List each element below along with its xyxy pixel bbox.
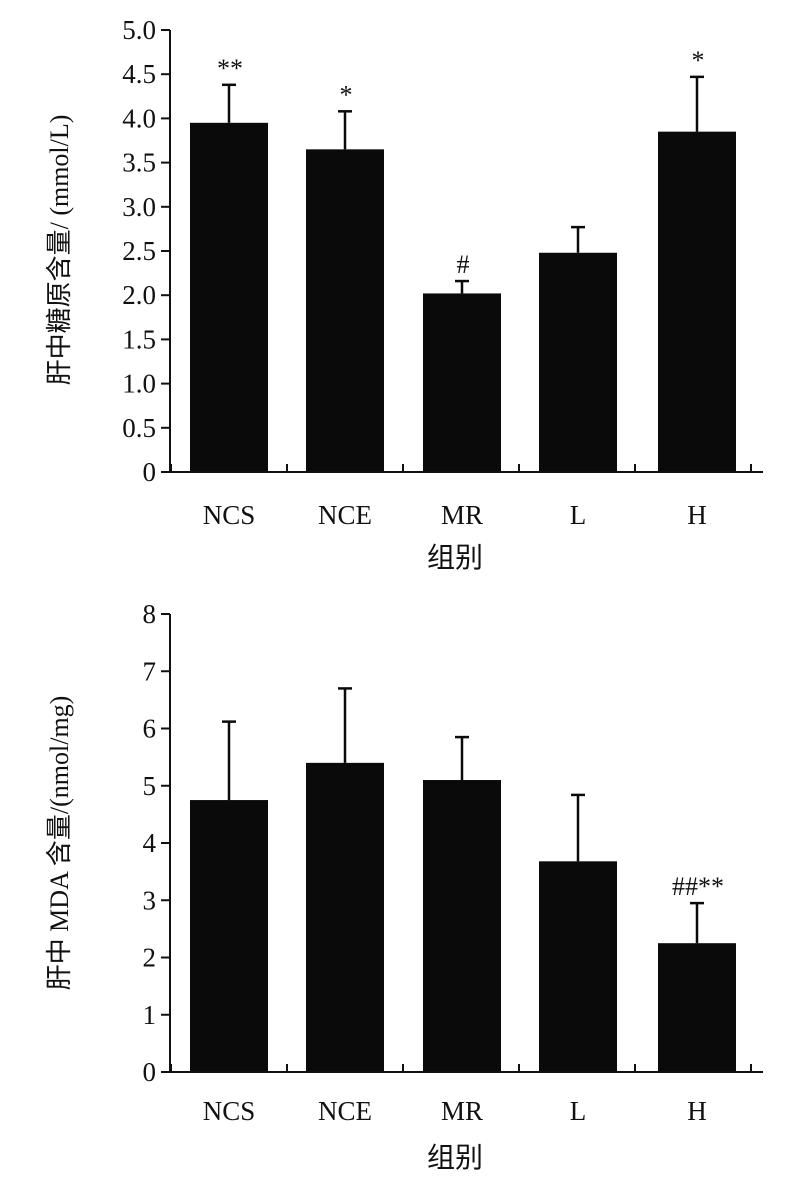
x-tick-label: L [570,500,587,530]
significance-label: ** [217,54,243,83]
x-tick-label: NCS [203,1096,256,1126]
y-tick-label: 4.0 [122,103,156,133]
significance-label: * [340,80,353,109]
x-tick-label: NCE [318,500,372,530]
y-tick-label: 3.5 [122,148,156,178]
y-tick-label: 7 [143,656,157,686]
bar [190,800,268,1072]
x-tick-label: H [687,500,707,530]
x-tick-label: MR [441,1096,483,1126]
bar [190,122,268,472]
y-tick-label: 4.5 [122,59,156,89]
y-tick-label: 0 [143,457,157,487]
x-tick-label: MR [441,500,483,530]
x-tick-label: L [570,1096,587,1126]
y-tick-label: 1.0 [122,369,156,399]
y-tick-label: 2.0 [122,280,156,310]
y-tick-label: 8 [143,599,157,629]
y-tick-label: 3 [143,885,157,915]
y-tick-label: 5.0 [122,15,156,45]
x-tick-label: NCS [203,500,256,530]
bar [539,252,617,472]
y-axis-title: 肝中糖原含量/ (mmol/L) [45,115,74,386]
bar [658,943,736,1072]
y-tick-label: 3.0 [122,192,156,222]
y-tick-label: 0 [143,1057,157,1087]
bar [539,861,617,1072]
bar [306,762,384,1072]
y-tick-label: 6 [143,714,157,744]
y-axis-title: 肝中 MDA 含量/(nmol/mg) [45,696,74,991]
bar [423,293,501,472]
y-tick-label: 0.5 [122,413,156,443]
bar [658,131,736,472]
significance-label: * [692,46,705,75]
significance-label: # [457,250,470,279]
x-tick-label: H [687,1096,707,1126]
x-tick-label: NCE [318,1096,372,1126]
x-axis-title: 组别 [427,1142,483,1174]
mda-chart: ##** 0 1 2 3 4 5 6 7 8 NCS NCE MR L H 组别 肝中 MDA 含量/(nmol… [45,599,763,1174]
bar [423,780,501,1072]
y-tick-label: 2.5 [122,236,156,266]
y-tick-label: 4 [143,828,157,858]
y-tick-label: 5 [143,771,157,801]
y-tick-label: 2 [143,943,157,973]
y-tick-label: 1 [143,1000,157,1030]
significance-label: ##** [672,872,724,901]
x-axis-title: 组别 [427,542,483,574]
y-tick-label: 1.5 [122,324,156,354]
bar [306,149,384,472]
